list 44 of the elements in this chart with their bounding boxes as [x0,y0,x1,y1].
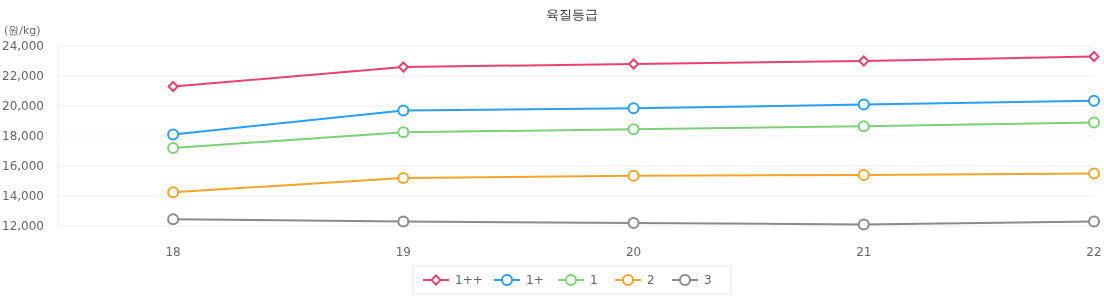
point [857,120,870,133]
point [627,217,640,229]
point [1088,51,1100,62]
y-tick-label: 16,000 [2,159,44,173]
point [397,215,410,228]
x-tick-label: 19 [395,245,411,259]
point [858,55,870,67]
x-tick-label: 22 [1086,245,1102,259]
x-tick-label: 21 [856,245,872,259]
point [1088,94,1100,107]
point [857,169,870,181]
point [167,81,179,92]
x-tick-label: 20 [625,245,642,259]
y-tick-label: 14,000 [2,189,44,203]
y-tick-label: 24,000 [2,39,44,53]
point [627,102,640,115]
legend-label: 1 [590,273,598,287]
point [397,61,409,73]
legend-label: 1++ [455,273,483,287]
y-tick-label: 18,000 [2,129,44,143]
point [397,126,410,139]
point [857,98,870,111]
point [1088,215,1100,228]
point [1088,167,1100,180]
point [1088,116,1100,129]
point [167,142,180,154]
point [627,169,640,182]
y-tick-label: 20,000 [2,99,44,113]
point [628,58,640,70]
point [167,213,180,226]
point [627,123,640,136]
point [397,104,410,117]
point [167,186,180,199]
point [167,128,180,141]
legend-label: 2 [647,273,655,287]
legend-label: 3 [704,273,712,287]
y-axis-title: (원/kg) [4,24,41,37]
y-tick-label: 22,000 [2,69,44,83]
point [397,172,410,184]
legend-label: 1+ [526,273,544,287]
point [857,218,870,231]
y-tick-label: 12,000 [2,219,44,233]
x-tick-label: 18 [165,245,181,259]
chart-title: 육질등급 [546,7,598,22]
